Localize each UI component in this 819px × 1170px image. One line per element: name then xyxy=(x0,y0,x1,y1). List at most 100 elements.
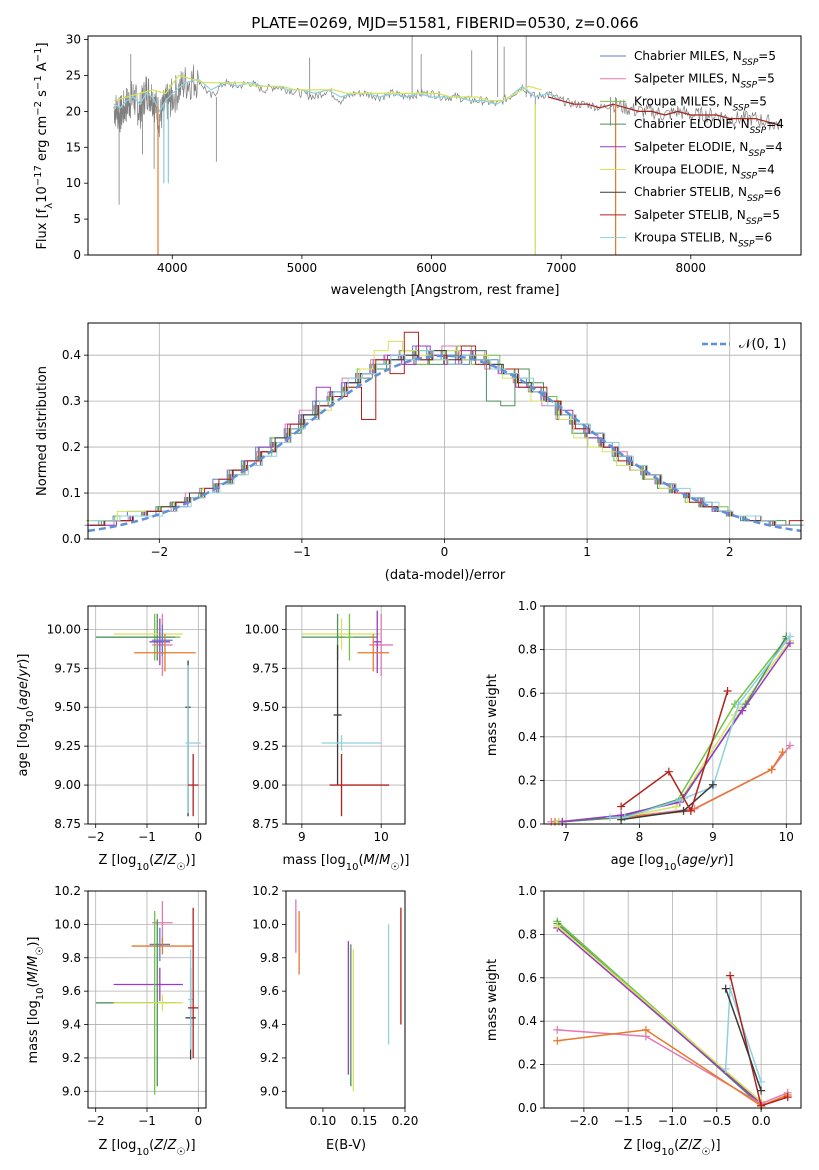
histogram-step-line xyxy=(91,350,805,526)
mass-weight-marker xyxy=(783,1093,792,1102)
weight-vs-z-ytick-label: 0.8 xyxy=(518,927,537,941)
age-vs-z-ytick-label: 9.25 xyxy=(54,739,81,753)
legend-entry-label: Kroupa STELIB, NSSP=6 xyxy=(634,231,772,250)
weight-vs-z-xtick-label: −0.5 xyxy=(702,1114,731,1128)
weight-vs-z-ytick-label: 1.0 xyxy=(518,884,537,898)
residual-ytick-label: 0.2 xyxy=(62,440,81,454)
mass-weight-marker xyxy=(741,700,750,709)
weight-vs-z-grid xyxy=(544,890,801,1109)
age-vs-z-ylabel: age [log10(age/yr)] xyxy=(16,654,36,777)
normal-curve-line xyxy=(87,354,802,533)
mass-weight-marker xyxy=(553,921,562,930)
legend-entry-label: Salpeter STELIB, NSSP=5 xyxy=(634,208,780,227)
spectrum-xtick-label: 6000 xyxy=(416,261,447,275)
weight-vs-age-ytick-label: 0.6 xyxy=(518,686,537,700)
age-vs-z-ytick-label: 9.75 xyxy=(54,661,81,675)
residual-xtick-label: 2 xyxy=(726,545,734,559)
mass-weight-marker xyxy=(679,806,688,815)
mass-weight-line xyxy=(562,642,791,823)
mass-vs-z-xlabel: Z [log10(Z/Z☉)] xyxy=(98,1138,195,1158)
spectrum-ytick-label: 10 xyxy=(66,176,81,190)
legend-entry-label: Kroupa ELODIE, NSSP=4 xyxy=(634,163,775,182)
age-vs-z-xtick-label: −2 xyxy=(87,830,105,844)
mass-vs-z-ytick-label: 9.8 xyxy=(62,951,81,965)
mass-vs-z-ytick-label: 9.4 xyxy=(62,1018,81,1032)
weight-vs-age-ytick-label: 0.2 xyxy=(518,773,537,787)
spectrum-ylabel: Flux [fλ10−17 erg cm−2 s−1 A−1] xyxy=(33,42,55,249)
residual-legend: 𝒩(0, 1) xyxy=(702,337,786,352)
residual-xtick-label: 0 xyxy=(441,545,449,559)
residual-ytick-label: 0.4 xyxy=(62,348,81,362)
age-vs-z-xtick-label: 0 xyxy=(194,830,202,844)
mass-weight-marker xyxy=(617,815,626,824)
mass-weight-line xyxy=(556,925,762,1103)
age-vs-mass-ytick-label: 9.25 xyxy=(252,739,279,753)
age-vs-z-ytick-label: 9.50 xyxy=(54,700,81,714)
weight-vs-z-xtick-label: −1.0 xyxy=(658,1114,687,1128)
weight-vs-age-ytick-label: 0.0 xyxy=(518,817,537,831)
weight-vs-age-ytick-label: 0.8 xyxy=(518,643,537,657)
mass-weight-marker xyxy=(641,1025,650,1034)
mass-weight-line xyxy=(558,640,791,823)
mass-weight-line xyxy=(556,922,762,1107)
age-vs-z-ytick-label: 9.00 xyxy=(54,778,81,792)
mass-weight-marker xyxy=(675,796,684,805)
residual-ytick-label: 0.0 xyxy=(62,532,81,546)
mass-weight-marker xyxy=(723,687,732,696)
residual-panel: −2 −1 0 1 2 0.0 0.1 0.2 0.3 0.4 (data-model)/erro… xyxy=(35,322,805,583)
mass-weight-line xyxy=(551,745,791,823)
mass-weight-line xyxy=(557,1029,788,1107)
weight-vs-z-ytick-label: 0.0 xyxy=(518,1101,537,1115)
residual-ytick-label: 0.3 xyxy=(62,394,81,408)
age-vs-mass-xlabel: mass [log10(M/M☉)] xyxy=(283,853,410,873)
mass-weight-line xyxy=(556,927,762,1105)
mass-weight-line xyxy=(610,636,791,819)
weight-vs-age-frame xyxy=(543,605,802,825)
mass-weight-marker xyxy=(686,806,695,815)
mass-vs-ebv-xtick-label: 0.10 xyxy=(310,1114,337,1128)
age-vs-mass-xtick-label: 9 xyxy=(298,830,306,844)
mass-weight-marker xyxy=(558,817,567,826)
mass-weight-line xyxy=(620,690,729,813)
spectrum-xtick-label: 8000 xyxy=(676,261,707,275)
weight-vs-age-xlabel: age [log10(age/yr)] xyxy=(611,853,734,873)
weight-vs-z-xtick-label: 0.0 xyxy=(752,1114,771,1128)
age-vs-z-series xyxy=(95,613,201,817)
age-vs-mass-frame xyxy=(285,605,406,825)
legend-entry-label: Chabrier ELODIE, NSSP=4 xyxy=(634,117,784,136)
mass-vs-ebv-xtick-label: 0.20 xyxy=(392,1114,419,1128)
mass-vs-ebv-ytick-label: 9.4 xyxy=(260,1018,279,1032)
weight-vs-age-grid xyxy=(544,605,801,825)
mass-weight-marker xyxy=(708,780,717,789)
mass-weight-marker xyxy=(606,813,615,822)
mass-vs-ebv-ytick-label: 9.6 xyxy=(260,984,279,998)
spectrum-ytick-label: 25 xyxy=(66,68,81,82)
residual-ytick-label: 0.1 xyxy=(62,486,81,500)
legend-entry-label: Chabrier MILES, NSSP=5 xyxy=(634,49,776,68)
spectrum-ytick-label: 30 xyxy=(66,33,81,47)
mass-vs-z-ytick-label: 9.0 xyxy=(62,1084,81,1098)
legend-entry-label: Salpeter MILES, NSSP=5 xyxy=(634,72,775,91)
age-vs-z-xtick-label: −1 xyxy=(138,830,156,844)
age-vs-mass-ticks: 9 10 8.75 9.00 9.25 9.50 9.75 10.00 xyxy=(245,622,389,844)
age-vs-mass-series xyxy=(301,610,394,817)
weight-vs-age-xtick-label: 9 xyxy=(709,830,717,844)
age-vs-mass-ytick-label: 10.00 xyxy=(245,622,279,636)
weight-vs-z-xtick-label: −2.0 xyxy=(569,1114,598,1128)
mass-weight-marker xyxy=(785,632,794,641)
mass-vs-z-grid xyxy=(88,890,206,1108)
weight-vs-z-ytick-label: 0.2 xyxy=(518,1058,537,1072)
weight-vs-z-xlabel: Z [log10(Z/Z☉)] xyxy=(623,1138,720,1158)
mass-weight-line xyxy=(562,636,787,823)
age-vs-mass-panel: 9 10 8.75 9.00 9.25 9.50 9.75 10.00 mass [log10… xyxy=(245,605,410,873)
mass-weight-marker xyxy=(721,1064,730,1073)
spectrum-legend: Chabrier MILES, NSSP=5 Salpeter MILES, NS… xyxy=(600,49,784,250)
age-vs-z-ytick-label: 8.75 xyxy=(54,817,81,831)
mass-weight-line xyxy=(557,1029,788,1105)
mass-vs-ebv-ytick-label: 9.2 xyxy=(260,1051,279,1065)
model-spectrum-line xyxy=(548,96,782,127)
weight-vs-z-ylabel: mass weight xyxy=(485,959,500,1041)
mass-vs-z-xtick-label: −2 xyxy=(87,1114,105,1128)
mass-vs-z-ylabel: mass [log10(M/M☉)] xyxy=(26,937,46,1064)
